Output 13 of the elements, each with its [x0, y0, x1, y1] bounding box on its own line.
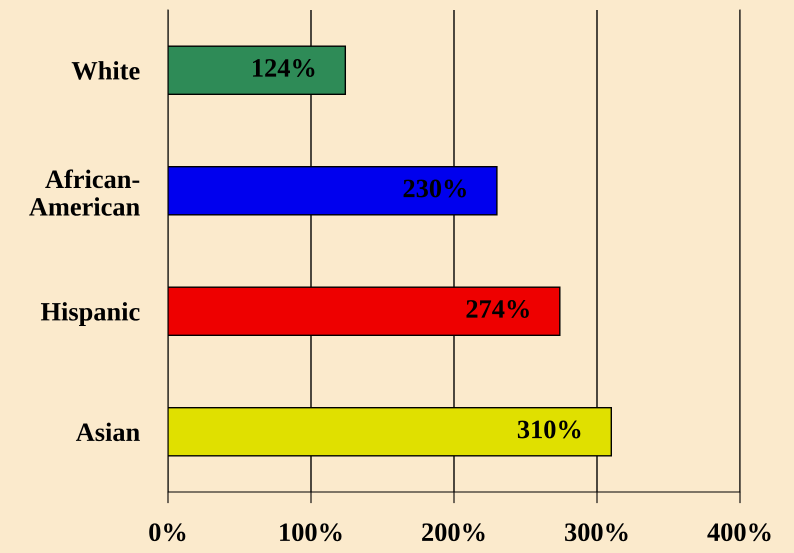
x-tick-label: 400%	[707, 523, 771, 542]
y-tick-label: Hispanic	[40, 302, 140, 326]
x-tick-label: 200%	[422, 523, 485, 542]
x-tick-label: 300%	[565, 523, 628, 542]
y-tick-label: African- American	[29, 169, 140, 216]
x-tick-label: 100%	[280, 523, 342, 542]
y-tick-label: White	[72, 61, 140, 80]
data-label: 230%	[404, 180, 466, 198]
data-label: 124%	[252, 59, 314, 77]
x-tick-label: 0%	[149, 523, 186, 542]
y-tick-label: Asian	[76, 422, 140, 442]
data-label: 310%	[518, 420, 580, 438]
data-label: 274%	[466, 300, 529, 318]
